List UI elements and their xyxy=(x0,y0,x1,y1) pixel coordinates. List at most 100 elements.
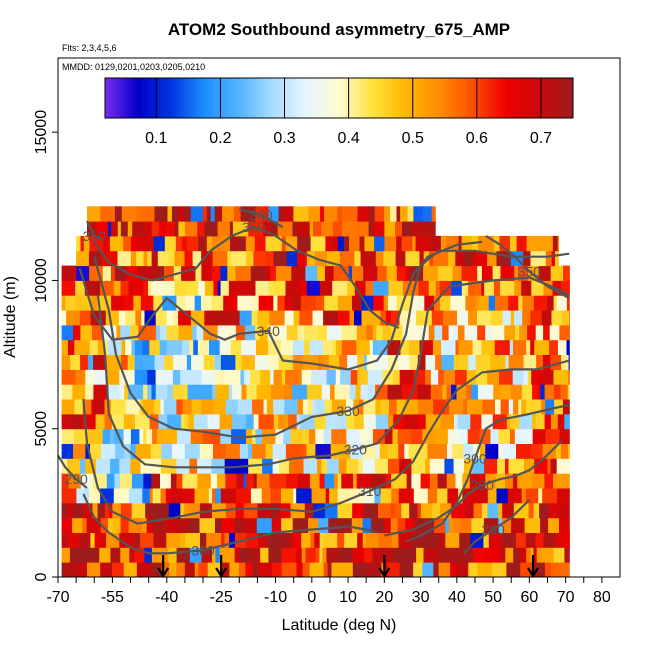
heatmap-cell xyxy=(219,339,232,355)
heatmap-cell xyxy=(159,221,168,237)
heatmap-cell xyxy=(61,369,76,385)
heatmap-cell xyxy=(396,295,412,311)
heatmap-cell xyxy=(384,562,388,578)
heatmap-cell xyxy=(76,488,85,504)
heatmap-cell xyxy=(136,250,145,267)
colorbar-swatch xyxy=(359,78,363,118)
colorbar-swatch xyxy=(570,78,574,118)
heatmap-cell xyxy=(243,502,258,519)
heatmap-cell xyxy=(318,354,323,370)
colorbar-swatch xyxy=(450,78,454,118)
heatmap-cell xyxy=(228,280,245,296)
heatmap-cell xyxy=(324,399,333,415)
heatmap-cell xyxy=(388,458,400,474)
colorbar-swatch xyxy=(312,78,316,118)
heatmap-cell xyxy=(90,443,102,459)
heatmap-cell xyxy=(351,265,364,281)
heatmap-cell xyxy=(401,502,410,519)
heatmap-cell xyxy=(131,339,136,355)
heatmap-cell xyxy=(271,517,282,533)
heatmap-cell xyxy=(505,473,514,489)
colorbar-swatch xyxy=(499,78,504,118)
heatmap-cell xyxy=(500,265,515,281)
heatmap-cell xyxy=(417,384,432,400)
heatmap-cell xyxy=(250,265,267,281)
heatmap-cell xyxy=(91,399,106,415)
colorbar-swatch xyxy=(444,78,448,118)
heatmap-cell xyxy=(387,384,403,400)
heatmap-cell xyxy=(326,369,337,385)
heatmap-cell xyxy=(136,562,152,578)
sonde-arrow-head xyxy=(215,567,228,579)
heatmap-cell xyxy=(229,221,234,237)
y-tick-label: 0 xyxy=(33,572,50,581)
heatmap-cell xyxy=(398,354,410,370)
heatmap-cell xyxy=(348,339,357,355)
heatmap-cell xyxy=(400,339,410,355)
heatmap-cell xyxy=(221,235,231,252)
heatmap-cell xyxy=(277,295,286,311)
heatmap-cell xyxy=(517,265,529,281)
heatmap-cell xyxy=(73,324,82,341)
heatmap-cell xyxy=(354,280,366,296)
heatmap-cell xyxy=(420,473,431,489)
heatmap-cell xyxy=(346,458,359,474)
heatmap-cell xyxy=(541,310,553,326)
heatmap-cell xyxy=(430,235,442,252)
heatmap-cell xyxy=(503,443,517,459)
heatmap-cell xyxy=(468,310,478,326)
heatmap-cell xyxy=(143,280,149,296)
heatmap-cell xyxy=(270,265,277,281)
heatmap-cell xyxy=(197,458,212,474)
heatmap-cell xyxy=(323,562,329,578)
colorbar-swatch xyxy=(183,78,188,118)
heatmap-cell xyxy=(550,265,564,281)
heatmap-cell xyxy=(339,547,354,563)
heatmap-cell xyxy=(204,310,211,326)
heatmap-cell xyxy=(168,250,176,267)
colorbar-swatch xyxy=(406,78,410,118)
heatmap-cell xyxy=(158,413,168,430)
heatmap-cell xyxy=(172,369,181,385)
heatmap-cell xyxy=(440,413,455,430)
heatmap-cell xyxy=(553,547,566,563)
colorbar-swatch xyxy=(181,78,185,118)
heatmap-cell xyxy=(548,502,559,519)
heatmap-cell xyxy=(361,310,367,326)
heatmap-cell xyxy=(430,384,444,400)
heatmap-cell xyxy=(85,369,96,385)
heatmap-cell xyxy=(334,473,339,489)
heatmap-cell xyxy=(466,384,472,400)
heatmap-cell xyxy=(438,532,446,548)
heatmap-cell xyxy=(96,458,111,474)
heatmap-cell xyxy=(214,354,222,370)
heatmap-cell xyxy=(243,280,257,296)
heatmap-cell xyxy=(221,517,235,533)
heatmap-cell xyxy=(513,399,519,415)
heatmap-cell xyxy=(204,221,219,237)
heatmap-cell xyxy=(406,473,412,489)
heatmap-cell xyxy=(180,532,186,548)
heatmap-cell xyxy=(160,369,174,385)
heatmap-cell xyxy=(391,488,400,504)
heatmap-cell xyxy=(457,324,465,341)
heatmap-cell xyxy=(364,235,375,252)
heatmap-cell xyxy=(72,517,83,533)
heatmap-cell xyxy=(312,310,324,326)
heatmap-cell xyxy=(273,280,287,296)
heatmap-cell xyxy=(348,265,353,281)
colorbar-swatch xyxy=(456,78,460,118)
heatmap-cell xyxy=(532,562,546,578)
colorbar-swatch xyxy=(511,78,515,118)
heatmap-cell xyxy=(416,547,425,563)
heatmap-cell xyxy=(272,458,280,474)
colorbar-swatch xyxy=(227,78,232,118)
heatmap-cell xyxy=(289,458,295,474)
heatmap-cell xyxy=(281,562,298,578)
heatmap-cell xyxy=(72,384,86,400)
heatmap-cell xyxy=(232,221,249,237)
heatmap-cell xyxy=(253,413,259,430)
colorbar-swatch xyxy=(502,78,507,118)
colorbar-swatch xyxy=(333,78,337,118)
heatmap-cell xyxy=(512,369,525,385)
